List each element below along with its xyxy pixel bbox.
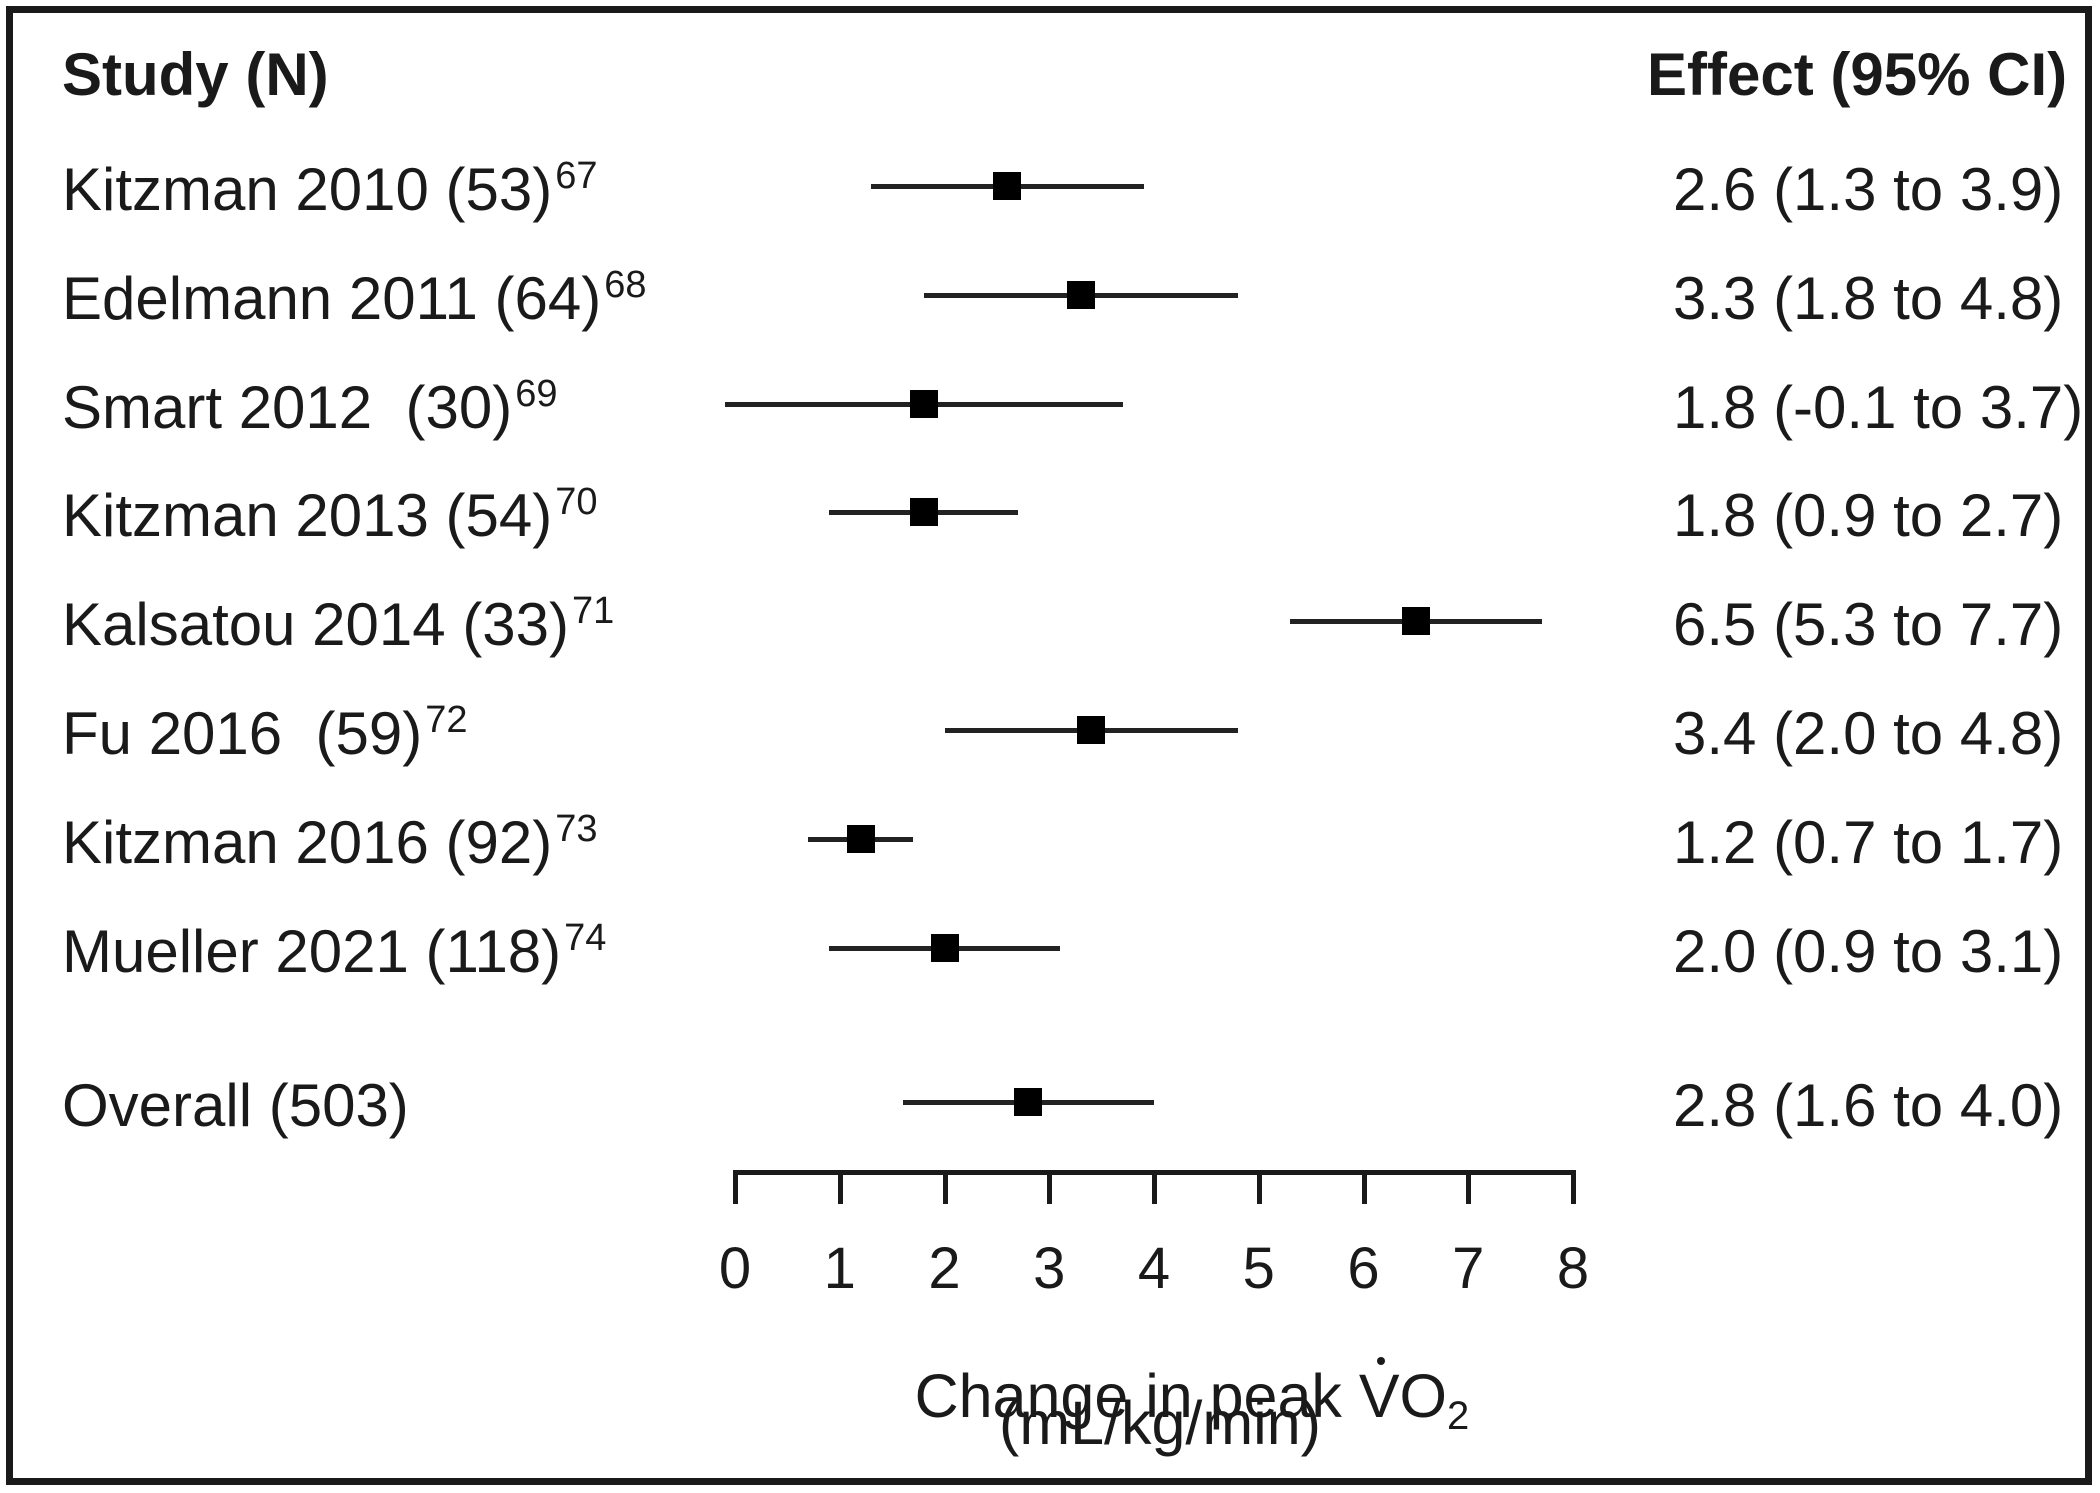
effect-marker xyxy=(846,824,875,853)
x-axis-tick-label: 0 xyxy=(718,1236,752,1301)
effect-marker xyxy=(993,172,1022,200)
study-label: Kitzman 2016 (92)73 xyxy=(62,808,598,876)
citation-superscript: 73 xyxy=(555,807,598,850)
study-label-text: Kalsatou 2014 (33) xyxy=(62,591,570,659)
effect-value: 1.8 (-0.1 to 3.7) xyxy=(1673,373,2084,441)
effect-marker xyxy=(1066,280,1095,309)
x-axis-tick xyxy=(1256,1170,1262,1204)
effect-value: 1.8 (0.9 to 2.7) xyxy=(1673,482,2064,550)
o2-subscript: 2 xyxy=(1446,1394,1470,1438)
effect-marker xyxy=(1401,607,1430,636)
x-axis-tick xyxy=(1047,1170,1053,1204)
citation-superscript: 69 xyxy=(515,372,558,415)
effect-value: 3.3 (1.8 to 4.8) xyxy=(1673,264,2064,332)
citation-superscript: 68 xyxy=(604,263,647,306)
citation-superscript: 74 xyxy=(564,916,607,959)
x-axis-tick xyxy=(733,1170,738,1204)
citation-superscript: 70 xyxy=(555,481,598,524)
effect-value: 1.2 (0.7 to 1.7) xyxy=(1673,808,2064,876)
x-axis-tick-label: 4 xyxy=(1137,1236,1171,1301)
x-axis-units: (mL/kg/min) xyxy=(999,1389,1321,1457)
effect-value: 2.8 (1.6 to 4.0) xyxy=(1673,1072,2064,1139)
study-column-header: Study (N) xyxy=(62,41,329,108)
x-axis-label: Change in peak VO2 xyxy=(758,1303,1558,1489)
study-label: Mueller 2021 (118)74 xyxy=(62,917,606,985)
study-label-text: Mueller 2021 (118) xyxy=(62,917,562,985)
x-axis-tick xyxy=(837,1170,843,1204)
x-axis-tick-label: 8 xyxy=(1556,1236,1590,1301)
citation-superscript: 72 xyxy=(425,699,468,741)
study-label-text: Kitzman 2013 (54) xyxy=(62,482,553,550)
effect-marker xyxy=(909,389,938,418)
effect-column-header: Effect (95% CI) xyxy=(1647,41,2068,108)
x-axis-tick xyxy=(942,1170,948,1204)
study-label-text: Smart 2012 (30) xyxy=(62,373,513,441)
study-label-text: Overall (503) xyxy=(62,1072,409,1139)
study-label: Smart 2012 (30)69 xyxy=(62,373,558,441)
x-axis-tick-label: 5 xyxy=(1242,1236,1275,1301)
study-label-text: Edelmann 2011 (64) xyxy=(62,264,602,332)
x-axis-tick-label: 3 xyxy=(1033,1236,1066,1301)
study-label-text: Fu 2016 (59) xyxy=(62,700,423,767)
study-label: Kitzman 2013 (54)70 xyxy=(62,482,598,550)
x-axis-tick-label: 2 xyxy=(928,1236,961,1301)
study-label: Kalsatou 2014 (33)71 xyxy=(62,591,614,659)
vdot-symbol: V xyxy=(1358,1362,1400,1430)
effect-marker xyxy=(1014,1088,1043,1116)
effect-marker xyxy=(909,498,938,527)
study-label: Edelmann 2011 (64)68 xyxy=(62,264,647,332)
x-axis-tick-label: 7 xyxy=(1452,1236,1485,1301)
effect-value: 2.0 (0.9 to 3.1) xyxy=(1673,917,2064,985)
x-axis-label-text: Change in peak xyxy=(914,1362,1359,1430)
citation-superscript: 71 xyxy=(572,590,615,633)
study-label-text: Kitzman 2016 (92) xyxy=(62,808,553,876)
study-label-text: Kitzman 2010 (53) xyxy=(62,156,553,223)
study-label: Overall (503) xyxy=(62,1075,409,1137)
x-axis-tick-label: 6 xyxy=(1347,1236,1380,1301)
effect-marker xyxy=(1077,716,1106,744)
x-axis-tick xyxy=(1152,1170,1157,1204)
x-axis-tick xyxy=(1571,1170,1576,1204)
effect-value: 6.5 (5.3 to 7.7) xyxy=(1673,591,2064,659)
x-axis-tick-label: 1 xyxy=(823,1236,856,1301)
o-symbol: O xyxy=(1399,1362,1447,1430)
study-label: Kitzman 2010 (53)67 xyxy=(62,156,598,223)
effect-value: 3.4 (2.0 to 4.8) xyxy=(1673,700,2064,767)
x-axis-tick xyxy=(1361,1170,1367,1204)
citation-superscript: 67 xyxy=(555,155,598,197)
effect-marker xyxy=(930,933,959,962)
study-label: Fu 2016 (59)72 xyxy=(62,700,468,767)
x-axis-tick xyxy=(1466,1170,1472,1204)
effect-value: 2.6 (1.3 to 3.9) xyxy=(1673,156,2064,223)
